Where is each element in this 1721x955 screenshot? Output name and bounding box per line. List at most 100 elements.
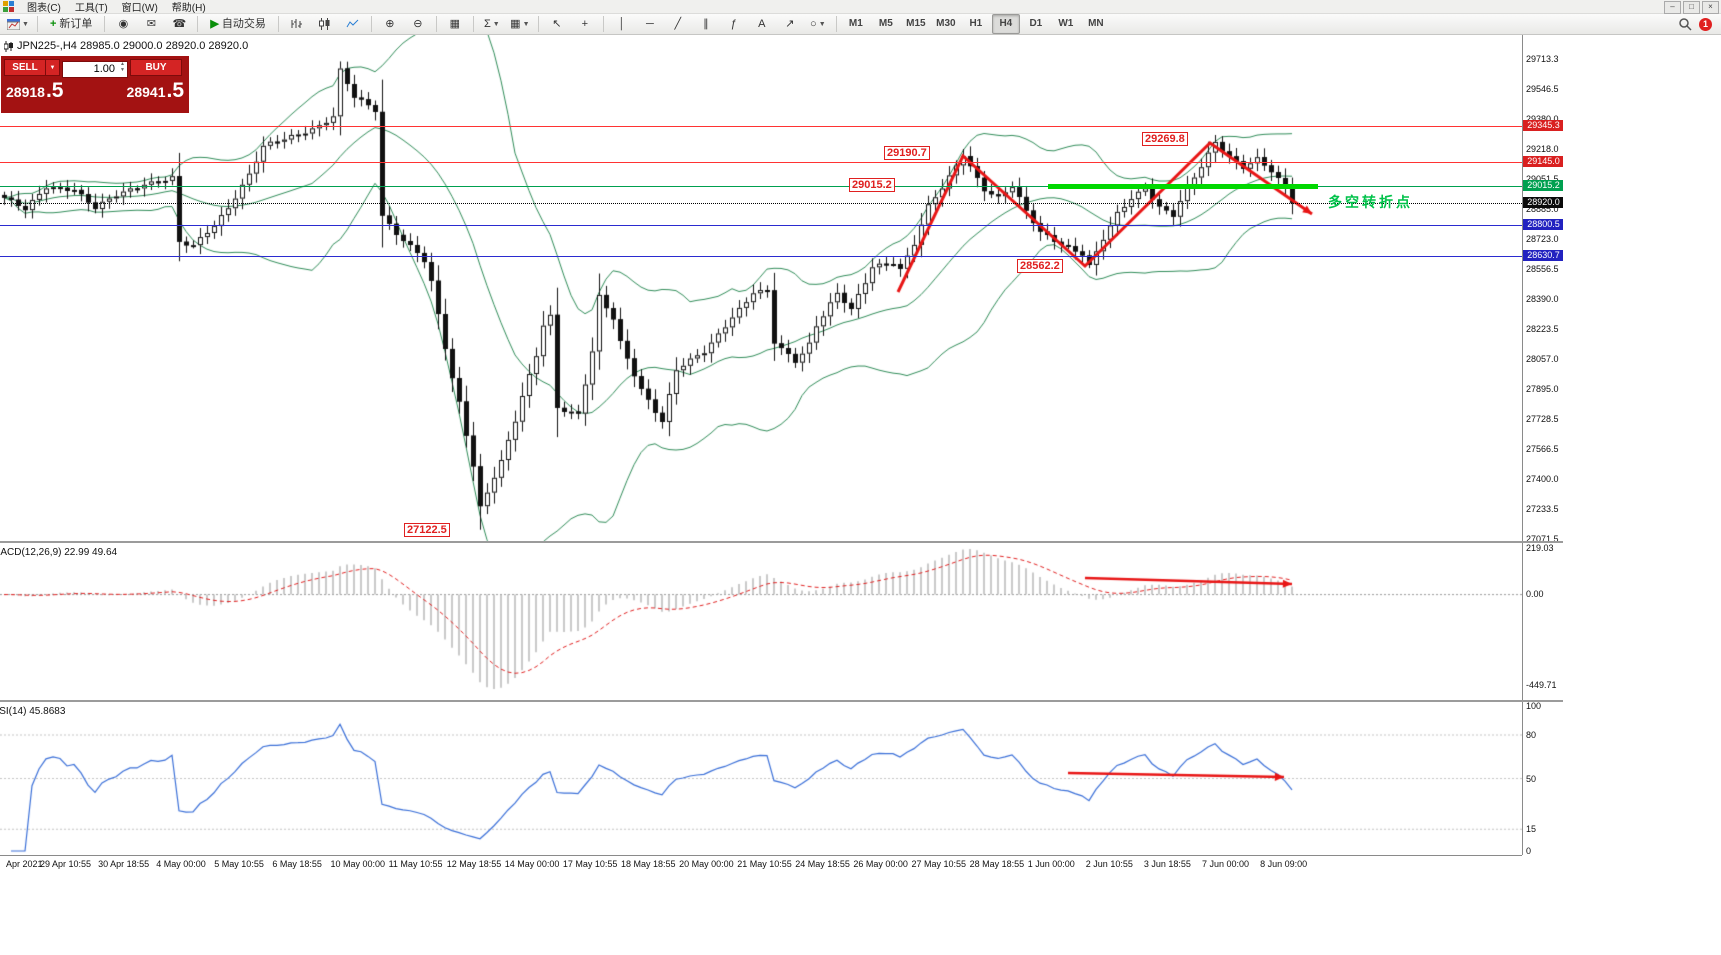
tile-windows-icon: ▦ [449,17,461,30]
shapes-tool-button[interactable]: ○ ▼ [805,14,831,34]
time-axis-label: 12 May 18:55 [446,859,502,869]
minimize-button[interactable]: – [1664,1,1681,14]
indicators-icon: Σ [483,17,491,30]
menu-item[interactable]: 工具(T) [74,3,108,14]
trendline-tool-button[interactable]: ╱ [665,14,691,34]
volume-stepper[interactable]: ▲ ▼ [120,61,125,73]
time-axis-label: 29 Apr 10:55 [40,859,92,869]
plus-icon: + [49,17,57,30]
timeframe-button-H1[interactable]: H1 [969,18,983,29]
time-axis-label: 6 May 18:55 [272,859,322,869]
menu-item[interactable]: 图表(C) [27,3,61,14]
horizontal-level-line[interactable] [0,126,1522,127]
chart-title: JPN225-,H4 28985.0 29000.0 28920.0 28920… [4,40,248,52]
timeframe-button-MN[interactable]: MN [1088,18,1104,29]
timeframe-button-M15[interactable]: M15 [906,18,926,29]
text-tool-button[interactable]: A [749,14,775,34]
timeframe-button-M5[interactable]: M5 [878,18,893,29]
crosshair-icon: + [581,17,589,30]
mailbox-button[interactable]: ✉ [138,14,164,34]
buy-price[interactable]: 28941.5 [127,80,184,102]
horizontal-level-line[interactable] [0,162,1522,163]
vertical-line-tool-button[interactable]: │ [609,14,635,34]
timeframe-button-M30[interactable]: M30 [936,18,956,29]
price-level-badge: 29015.2 [1523,180,1563,191]
volume-input[interactable] [62,60,128,78]
price-annotation[interactable]: 29269.8 [1142,132,1188,146]
price-tick-label: 27566.5 [1526,444,1559,454]
notification-badge[interactable]: 1 [1699,17,1712,31]
line-chart-mode-button[interactable] [340,14,366,34]
sell-button[interactable]: SELL [4,59,46,76]
support-button[interactable]: ☎ [166,14,192,34]
timeframe-button-D1[interactable]: D1 [1029,18,1043,29]
support-highlight-line[interactable] [1048,184,1318,189]
indicators-button[interactable]: Σ ▼ [479,14,505,34]
horizontal-level-line[interactable] [0,225,1522,226]
sell-price[interactable]: 28918.5 [6,80,63,102]
cursor-icon: ↖ [552,17,562,30]
time-axis-label: 28 May 18:55 [969,859,1025,869]
price-axis[interactable]: 29713.3 29546.5 29380.0 29218.0 29051.5 28885… [1522,35,1563,856]
time-axis-label: 20 May 00:00 [679,859,734,869]
macd-label: MACD(12,26,9) 22.99 49.64 [0,547,118,558]
current-price-badge: 28920.0 [1523,197,1563,208]
bar-chart-mode-button[interactable] [284,14,310,34]
auto-trading-button[interactable]: ▶ 自动交易 [203,14,272,34]
channel-tool-button[interactable]: ∥ [693,14,719,34]
price-tick-label: 29546.5 [1526,84,1559,94]
zoom-out-button[interactable]: ⊖ [405,14,431,34]
pane-separator-macd[interactable] [0,541,1563,543]
horizontal-level-line[interactable] [0,186,1522,187]
price-tick-label: 29380.0 [1526,114,1559,124]
candle-chart-mode-button[interactable] [312,14,338,34]
macd-axis-label: -449.71 [1526,680,1557,690]
new-chart-button[interactable]: ▼ [4,14,32,34]
pane-separator-rsi[interactable] [0,700,1563,702]
menu-items: 图表(C) 工具(T) 窗口(W) 帮助(H) [20,0,213,14]
toolbar-separator [835,16,837,32]
new-order-button[interactable]: + 新订单 [43,14,99,34]
macd-axis-label: 219.03 [1526,543,1554,553]
close-button[interactable]: × [1702,1,1719,14]
horizontal-level-line[interactable] [0,256,1522,257]
horizontal-line-tool-button[interactable]: ─ [637,14,663,34]
crosshair-tool-button[interactable]: + [572,14,598,34]
templates-button[interactable]: ▦ ▼ [507,14,533,34]
timeframe-button-H4[interactable]: H4 [991,14,1020,34]
zoom-in-button[interactable]: ⊕ [377,14,403,34]
fibonacci-tool-button[interactable]: ƒ [721,14,747,34]
search-icon[interactable] [1678,17,1692,31]
one-click-trading-panel: SELL ▼ ▲▼ BUY 28918.5 28941.5 [1,56,189,113]
time-axis-label: 1 Jun 00:00 [1027,859,1075,869]
alerts-button[interactable]: ◉ [110,14,136,34]
rsi-axis-label: 0 [1526,846,1532,856]
price-annotation[interactable]: 28562.2 [1017,259,1063,273]
price-tick-label: 28885.0 [1526,204,1559,214]
price-level-badge: 28630.7 [1523,250,1563,261]
buy-button[interactable]: BUY [130,59,182,76]
menu-item[interactable]: 帮助(H) [171,3,206,14]
price-tick-label: 29713.3 [1526,54,1559,64]
tile-windows-button[interactable]: ▦ [442,14,468,34]
price-annotation[interactable]: 29190.7 [884,146,930,160]
timeframe-button-M1[interactable]: M1 [848,18,863,29]
cursor-tool-button[interactable]: ↖ [544,14,570,34]
restore-button[interactable]: □ [1683,1,1700,14]
time-axis-label: 14 May 00:00 [504,859,560,869]
price-tick-label: 28057.0 [1526,354,1559,364]
sell-options-caret[interactable]: ▼ [46,59,60,76]
oct-controls-row: SELL ▼ ▲▼ BUY [4,59,182,78]
stepper-up-icon[interactable]: ▲ [120,61,125,67]
price-chart-canvas[interactable] [0,35,1522,855]
arrows-tool-button[interactable]: ↗ [777,14,803,34]
menu-item[interactable]: 窗口(W) [121,3,158,14]
rsi-axis-label: 50 [1526,773,1537,784]
price-annotation[interactable]: 29015.2 [849,178,895,192]
stepper-down-icon[interactable]: ▼ [120,67,125,73]
time-axis[interactable]: Apr 2021 29 Apr 10:55 30 Apr 18:55 4 May 00… [0,855,1522,871]
toolbar-separator [435,16,437,32]
note-text[interactable]: 多空转折点 [1328,194,1413,210]
price-annotation[interactable]: 27122.5 [404,523,450,537]
timeframe-button-W1[interactable]: W1 [1058,18,1074,29]
